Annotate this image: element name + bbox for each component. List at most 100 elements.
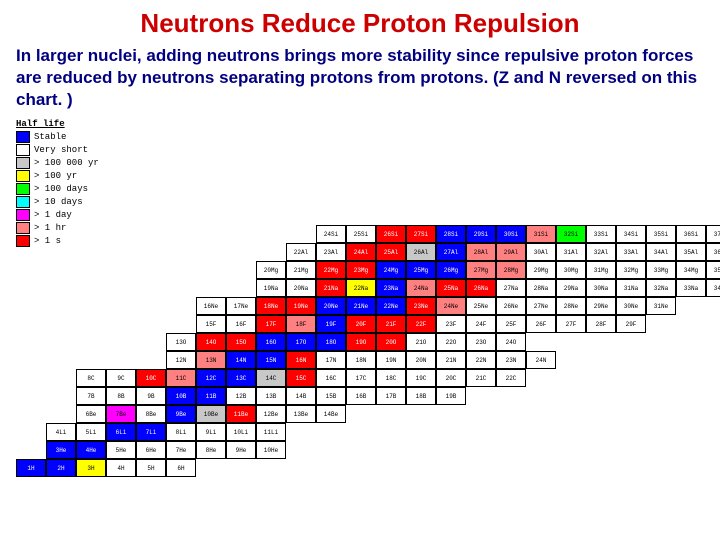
legend-label: > 1 s (34, 236, 61, 246)
nuclide-cell: 30Na (586, 279, 616, 297)
nuclide-cell: 18F (286, 315, 316, 333)
nuclide-cell: 24Na (406, 279, 436, 297)
legend-label: > 100 000 yr (34, 158, 99, 168)
nuclide-cell: 30Al (526, 243, 556, 261)
nuclide-cell: 15N (256, 351, 286, 369)
nuclide-cell: 10Li (226, 423, 256, 441)
nuclide-cell: 21Na (316, 279, 346, 297)
legend-label: > 1 day (34, 210, 72, 220)
nuclide-cell: 32Si (556, 225, 586, 243)
nuclide-cell: 31Ne (646, 297, 676, 315)
nuclide-cell: 15O (226, 333, 256, 351)
nuclide-cell: 14O (196, 333, 226, 351)
nuclide-cell: 12Be (256, 405, 286, 423)
nuclide-cell: 7Li (136, 423, 166, 441)
nuclide-cell: 5H (136, 459, 166, 477)
nuclide-cell: 29Ne (586, 297, 616, 315)
nuclide-cell: 4Li (46, 423, 76, 441)
legend-swatch (16, 183, 30, 195)
legend-row: > 100 000 yr (16, 157, 99, 169)
nuclide-cell: 18N (346, 351, 376, 369)
legend-label: Very short (34, 145, 88, 155)
nuclide-cell: 6He (136, 441, 166, 459)
nuclide-cell: 6H (166, 459, 196, 477)
nuclide-cell: 8Li (166, 423, 196, 441)
nuclide-cell: 26Mg (436, 261, 466, 279)
legend-swatch (16, 209, 30, 221)
legend-label: > 100 days (34, 184, 88, 194)
nuclide-cell: 7Be (106, 405, 136, 423)
nuclide-cell: 24O (496, 333, 526, 351)
nuclide-cell: 33Mg (646, 261, 676, 279)
legend-swatch (16, 222, 30, 234)
nuclide-cell: 20F (346, 315, 376, 333)
nuclide-cell: 23O (466, 333, 496, 351)
nuclide-cell: 28F (586, 315, 616, 333)
nuclide-cell: 22Ne (376, 297, 406, 315)
nuclide-cell: 24Al (346, 243, 376, 261)
nuclide-cell: 17F (256, 315, 286, 333)
nuclide-cell: 1H (16, 459, 46, 477)
nuclide-cell: 20C (436, 369, 466, 387)
nuclide-cell: 23Ne (406, 297, 436, 315)
nuclide-cell: 33Na (676, 279, 706, 297)
nuclide-cell: 32Mg (616, 261, 646, 279)
nuclide-cell: 6Be (76, 405, 106, 423)
nuclide-cell: 34Al (646, 243, 676, 261)
nuclide-cell: 23F (436, 315, 466, 333)
nuclide-cell: 13Be (286, 405, 316, 423)
legend-swatch (16, 144, 30, 156)
nuclide-cell: 27F (556, 315, 586, 333)
legend-label: Stable (34, 132, 66, 142)
nuclide-cell: 19N (376, 351, 406, 369)
nuclide-cell: 14N (226, 351, 256, 369)
nuclide-cell: 4He (76, 441, 106, 459)
legend-swatch (16, 170, 30, 182)
nuclide-cell: 30Mg (556, 261, 586, 279)
nuclide-cell: 13O (166, 333, 196, 351)
nuclide-cell: 30Si (496, 225, 526, 243)
legend-row: Very short (16, 144, 99, 156)
nuclide-cell: 19C (406, 369, 436, 387)
nuclide-cell: 19Ne (286, 297, 316, 315)
nuclide-cell: 14Be (316, 405, 346, 423)
nuclide-cell: 28Na (526, 279, 556, 297)
nuclide-cell: 7He (166, 441, 196, 459)
nuclide-cell: 33Si (586, 225, 616, 243)
nuclide-cell: 9Li (196, 423, 226, 441)
nuclide-cell: 27Si (406, 225, 436, 243)
nuclide-cell: 19B (436, 387, 466, 405)
nuclide-cell: 29F (616, 315, 646, 333)
nuclide-cell: 22F (406, 315, 436, 333)
nuclide-cell: 12N (166, 351, 196, 369)
nuclide-cell: 4H (106, 459, 136, 477)
nuclide-cell: 26Ne (496, 297, 526, 315)
nuclide-cell: 28Al (466, 243, 496, 261)
nuclide-cell: 16C (316, 369, 346, 387)
nuclide-cell: 17B (376, 387, 406, 405)
legend-row: > 100 yr (16, 170, 99, 182)
nuclide-cell: 16N (286, 351, 316, 369)
nuclide-cell: 27Al (436, 243, 466, 261)
nuclide-cell: 23Mg (346, 261, 376, 279)
nuclide-cell: 9He (226, 441, 256, 459)
nuclide-cell: 25Al (376, 243, 406, 261)
nuclide-cell: 12B (226, 387, 256, 405)
legend-row: > 100 days (16, 183, 99, 195)
nuclide-cell: 8B (106, 387, 136, 405)
nuclide-cell: 22Na (346, 279, 376, 297)
nuclide-cell: 8He (196, 441, 226, 459)
nuclide-cell: 26Si (376, 225, 406, 243)
nuclide-cell: 18O (316, 333, 346, 351)
legend-label: > 1 hr (34, 223, 66, 233)
nuclide-cell: 24F (466, 315, 496, 333)
nuclide-cell: 25Mg (406, 261, 436, 279)
nuclide-cell: 22C (496, 369, 526, 387)
nuclide-cell: 16F (226, 315, 256, 333)
nuclide-cell: 27Na (496, 279, 526, 297)
nuclide-cell: 30Ne (616, 297, 646, 315)
nuclide-cell: 9B (136, 387, 166, 405)
subtitle: In larger nuclei, adding neutrons brings… (16, 45, 712, 111)
nuclide-cell: 2H (46, 459, 76, 477)
nuclide-cell: 27Ne (526, 297, 556, 315)
